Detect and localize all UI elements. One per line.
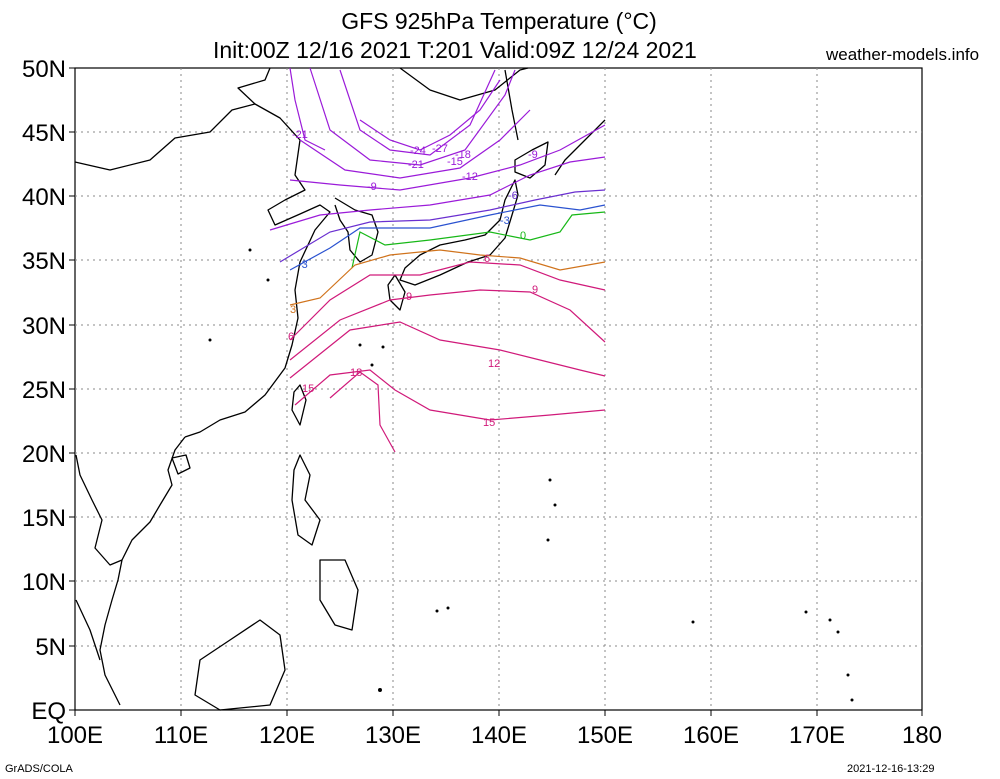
coast-borneo (194, 619, 286, 711)
coast-korea-peninsula (334, 197, 379, 263)
lat-label: 10N (22, 569, 66, 596)
contour-label: -24 (410, 145, 426, 157)
coast-indochina (75, 436, 186, 566)
coastlines (74, 67, 606, 711)
contour-neg9 (269, 156, 606, 231)
contour-label: 12 (488, 358, 500, 370)
lat-label: 20N (22, 441, 66, 468)
contour-label: -9 (367, 181, 377, 193)
coast-sakhalin (504, 69, 519, 141)
coast-hainan (171, 454, 191, 475)
lat-label: 15N (22, 505, 66, 532)
coast-japan-honshu (399, 179, 519, 286)
lon-label: 110E (154, 722, 208, 749)
small-islands (208, 248, 854, 702)
contour-label: -9 (528, 149, 538, 161)
contour-6 (289, 261, 606, 341)
chart-subtitle: Init:00Z 12/16 2021 T:201 Valid:09Z 12/2… (213, 37, 697, 63)
coast-philippines-south (319, 559, 359, 631)
contour-label: 6 (288, 331, 294, 343)
lon-axis-labels: 100E 110E 120E 130E 140E 150E 160E 170E … (47, 722, 942, 749)
lon-label: 100E (47, 722, 103, 749)
temperature-contours (269, 67, 606, 453)
contour-neg12 (289, 124, 606, 191)
contour-neg18 (309, 67, 516, 166)
gridlines (75, 68, 922, 710)
lon-label: 150E (577, 722, 633, 749)
lat-label: 45N (22, 120, 66, 147)
contour-neg21 (289, 67, 326, 151)
lon-label: 170E (789, 722, 845, 749)
coast-japan-kyushu (387, 274, 406, 311)
contour-label: -6 (508, 190, 518, 202)
coast-taiwan (291, 384, 307, 426)
contour-neg3 (289, 204, 606, 271)
contour-label: -27 (432, 143, 448, 155)
coast-korea-china (184, 103, 331, 438)
contour-3 (289, 249, 606, 306)
lat-label: 5N (35, 634, 66, 661)
coast-asia-north (74, 67, 271, 171)
lat-label: EQ (31, 698, 66, 725)
chart-title: GFS 925hPa Temperature (°C) (341, 8, 657, 34)
coast-luzon (291, 454, 321, 546)
contour-label: -12 (462, 171, 478, 183)
lat-label: 50N (22, 56, 66, 83)
lon-label: 160E (683, 722, 739, 749)
contour-label: -18 (455, 149, 471, 161)
contour-neg24 (339, 69, 496, 156)
contour-15 (294, 369, 606, 421)
lat-label: 25N (22, 377, 66, 404)
contour-neg27 (359, 79, 501, 151)
lat-label: 30N (22, 313, 66, 340)
contour-neg15 (299, 109, 531, 179)
coast-russia-east (399, 67, 529, 101)
contour-label: 0 (520, 230, 526, 242)
contour-label: 6 (484, 253, 490, 265)
contour-9 (289, 289, 606, 361)
coast-sumatra-n (75, 599, 101, 661)
contour-label: -15 (447, 156, 463, 168)
footer-credit: GrADS/COLA (5, 763, 73, 775)
contour-labels: -21 -24 -27 -18 -15 -21 -12 -9 -9 -6 -3 … (288, 129, 538, 429)
lon-label: 130E (365, 722, 421, 749)
contour-label: 18 (350, 367, 362, 379)
lat-label: 40N (22, 184, 66, 211)
contour-label: 9 (532, 284, 538, 296)
coast-japan-hokkaido (514, 141, 549, 179)
contour-label: 9 (406, 291, 412, 303)
lat-axis-labels: EQ 5N 10N 15N 20N 25N 30N 35N 40N 45N 50… (22, 56, 66, 725)
lon-label: 180 (902, 722, 942, 749)
contour-label: 15 (302, 383, 314, 395)
tick-marks (69, 67, 923, 716)
contour-label: 3 (290, 304, 296, 316)
contour-label: -21 (292, 129, 308, 141)
site-credit: weather-models.info (826, 45, 980, 64)
coast-malay (99, 559, 123, 706)
contour-label: 15 (483, 417, 495, 429)
contour-0 (351, 211, 606, 269)
footer-timestamp: 2021-12-16-13:29 (847, 763, 935, 775)
contour-neg6 (279, 189, 606, 263)
contour-12 (289, 321, 606, 379)
coast-kamchatka (554, 119, 606, 176)
lon-label: 140E (471, 722, 527, 749)
contour-label: -3 (298, 259, 308, 271)
lon-label: 120E (259, 722, 315, 749)
lat-label: 35N (22, 248, 66, 275)
contour-label: -3 (500, 215, 510, 227)
contour-label: -21 (408, 159, 424, 171)
contour-18 (329, 371, 396, 453)
